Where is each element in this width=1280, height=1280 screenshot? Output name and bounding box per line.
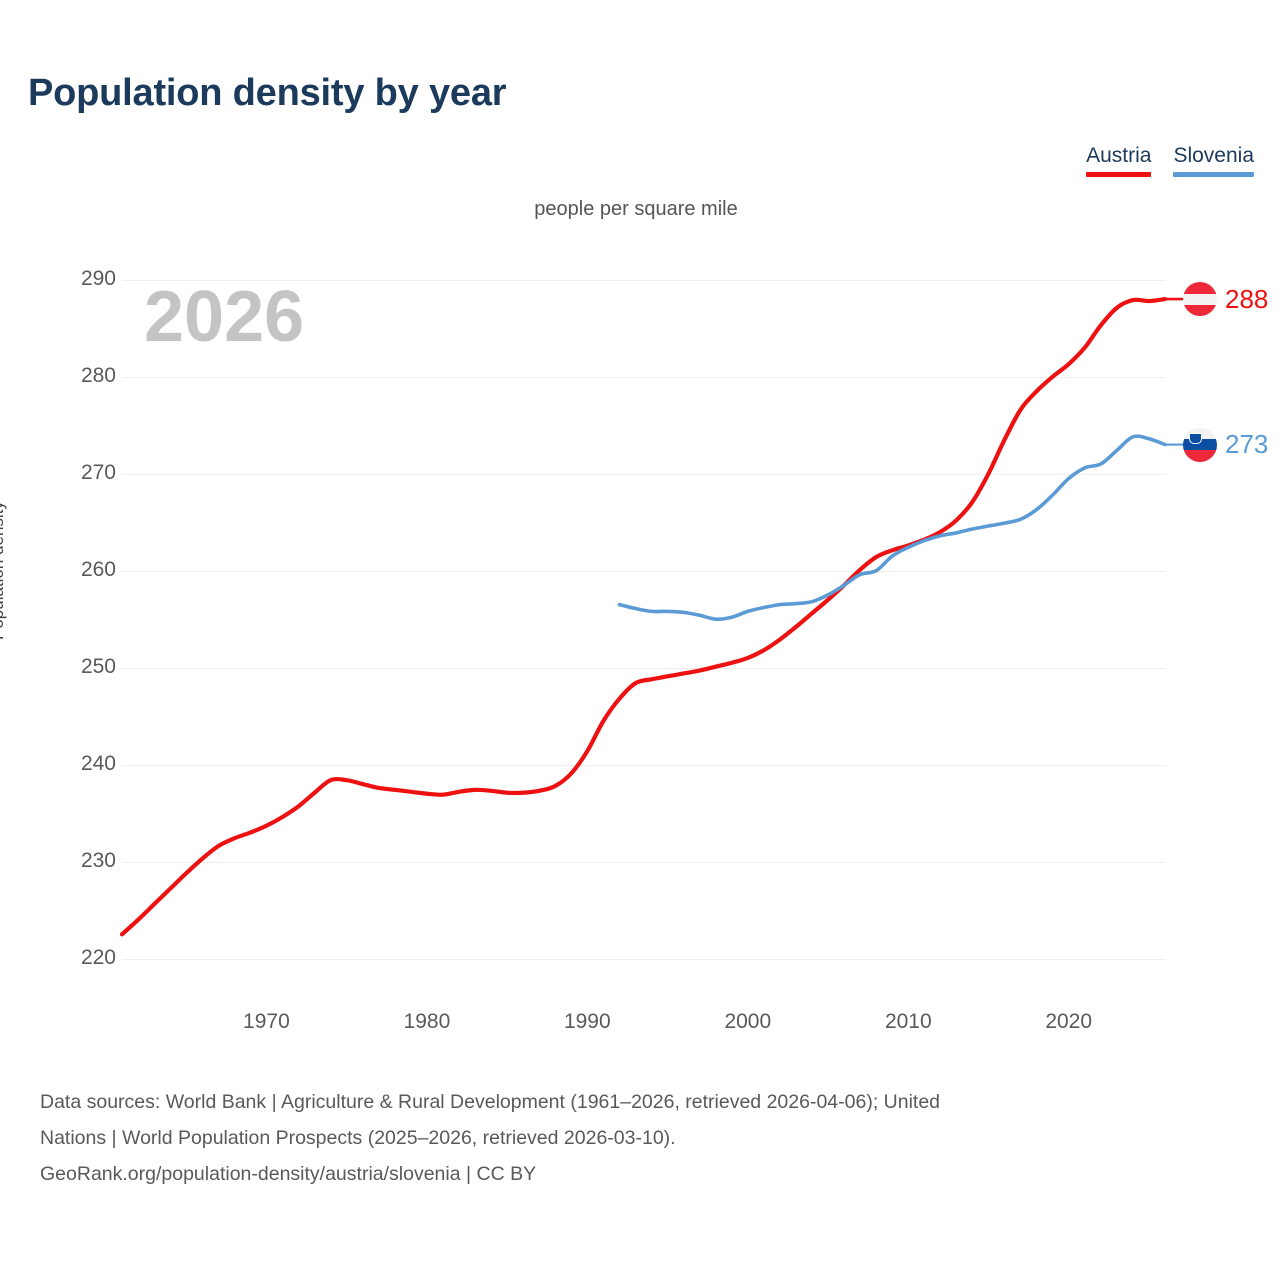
legend-label-slovenia: Slovenia bbox=[1173, 144, 1254, 167]
legend-item-slovenia[interactable]: Slovenia bbox=[1173, 144, 1254, 177]
slovenia-flag-icon bbox=[1183, 427, 1217, 462]
legend: Austria Slovenia bbox=[1086, 144, 1254, 177]
austria-flag-icon bbox=[1183, 282, 1217, 317]
gridline bbox=[122, 764, 1165, 766]
footer-line-2: Nations | World Population Prospects (20… bbox=[40, 1127, 676, 1149]
y-axis-tick-label: 240 bbox=[80, 751, 116, 775]
footer-line-3: GeoRank.org/population-density/austria/s… bbox=[40, 1163, 537, 1185]
x-axis-tick-label: 2020 bbox=[1045, 1010, 1093, 1033]
y-axis-title: Population density bbox=[0, 501, 7, 640]
legend-swatch-austria bbox=[1086, 172, 1152, 177]
page-title: Population density by year bbox=[28, 72, 507, 114]
series-layer bbox=[119, 297, 1187, 937]
y-axis-tick-label: 250 bbox=[80, 654, 116, 678]
series-line-slovenia bbox=[617, 434, 1167, 622]
chart-subtitle-text: people per square mile bbox=[534, 198, 738, 220]
gridline bbox=[122, 667, 1165, 669]
y-axis-tick-label: 260 bbox=[80, 557, 116, 581]
gridline bbox=[122, 279, 1165, 281]
x-axis-tick-label: 1990 bbox=[563, 1010, 611, 1033]
gridline bbox=[122, 958, 1165, 960]
gridline bbox=[122, 376, 1165, 378]
gridline bbox=[122, 473, 1165, 475]
footer-sources: Data sources: World Bank | Agriculture &… bbox=[40, 1084, 1255, 1192]
y-axis-tick-label: 280 bbox=[80, 363, 116, 387]
gridline bbox=[122, 570, 1165, 572]
slovenia-endpoint[interactable]: 273 bbox=[1183, 427, 1269, 462]
footer-line-1: Data sources: World Bank | Agriculture &… bbox=[40, 1091, 941, 1113]
legend-label-austria: Austria bbox=[1086, 144, 1152, 167]
y-axis-tick-label: 220 bbox=[80, 945, 116, 969]
legend-swatch-slovenia bbox=[1173, 172, 1254, 177]
gridline bbox=[122, 861, 1165, 863]
series-line-austria bbox=[119, 297, 1168, 937]
x-axis-tick-label: 1980 bbox=[403, 1010, 451, 1033]
chart-subtitle: people per square mile bbox=[0, 198, 1280, 221]
slovenia-endpoint-value: 273 bbox=[1225, 429, 1269, 460]
plot-area: 2026 bbox=[119, 270, 1187, 978]
year-watermark: 2026 bbox=[144, 277, 305, 357]
x-axis-tick-label: 1970 bbox=[243, 1010, 290, 1033]
austria-endpoint[interactable]: 288 bbox=[1183, 282, 1269, 317]
y-axis-tick-label: 290 bbox=[80, 266, 116, 290]
x-axis-tick-label: 2000 bbox=[724, 1010, 772, 1033]
austria-endpoint-value: 288 bbox=[1225, 283, 1269, 314]
legend-item-austria[interactable]: Austria bbox=[1086, 144, 1152, 177]
y-axis-tick-label: 270 bbox=[80, 460, 116, 484]
x-axis-tick-label: 2010 bbox=[884, 1010, 932, 1033]
y-axis-tick-label: 230 bbox=[80, 848, 116, 872]
